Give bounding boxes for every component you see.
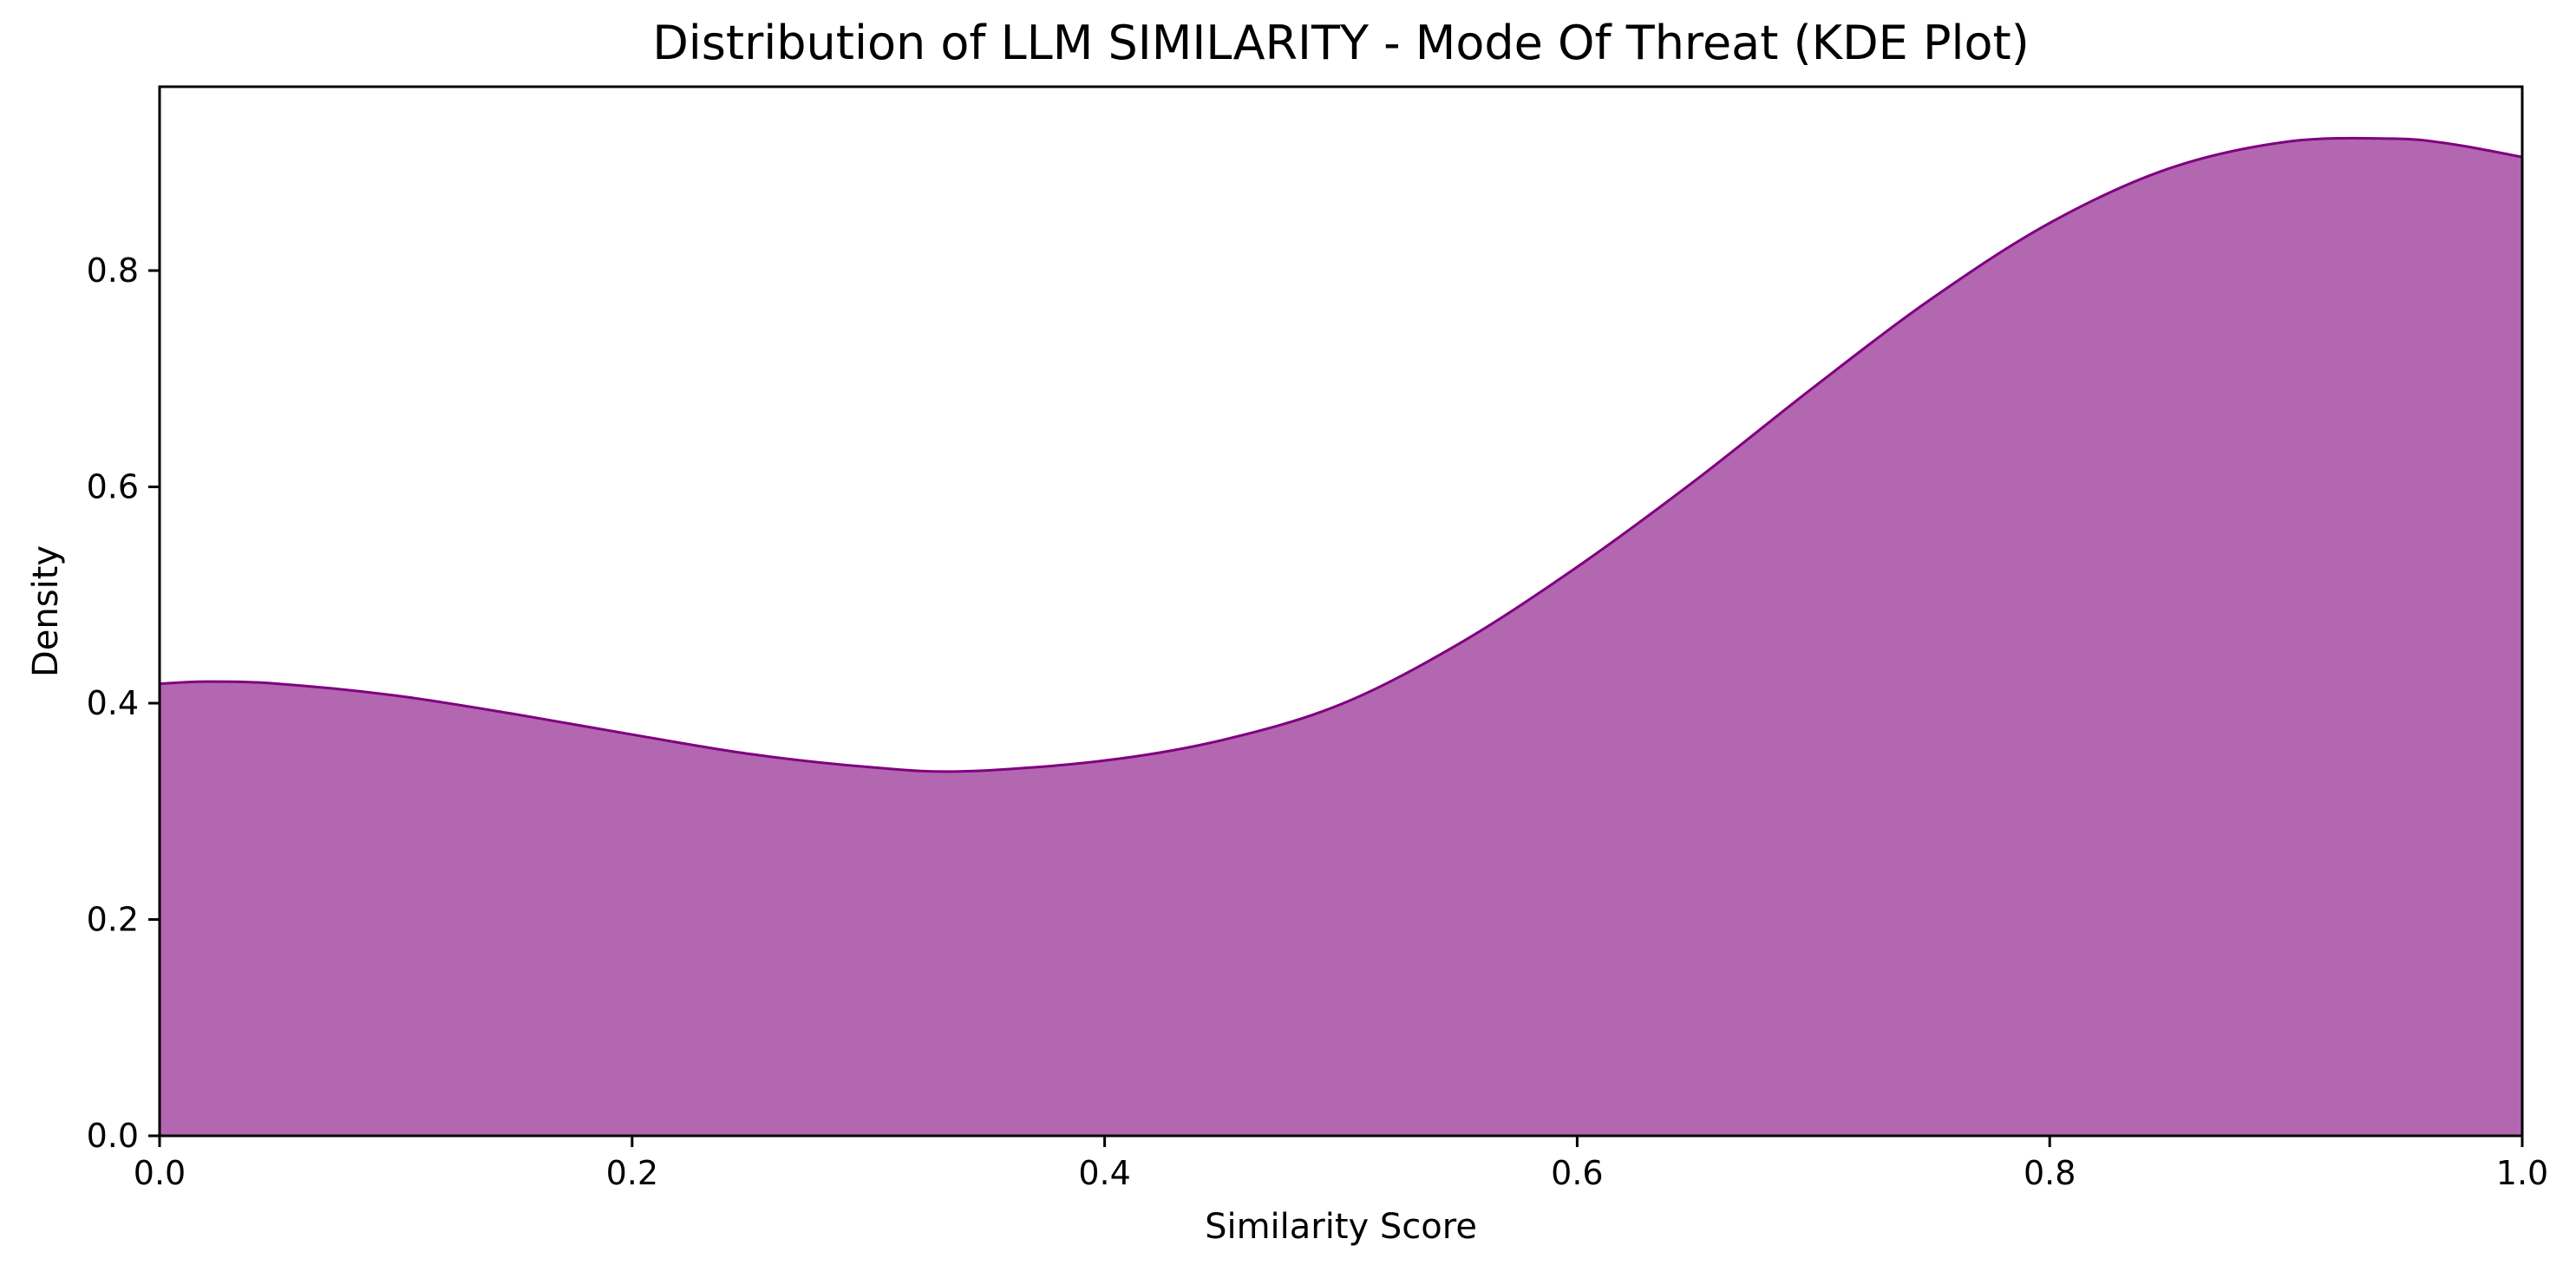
y-axis-label: Density: [26, 545, 66, 677]
x-tick-label: 0.2: [606, 1154, 658, 1192]
y-tick-label: 0.2: [87, 901, 139, 939]
chart-title: Distribution of LLM SIMILARITY - Mode Of…: [652, 16, 2030, 70]
x-tick-label: 0.6: [1551, 1154, 1603, 1192]
x-tick-label: 0.0: [134, 1154, 186, 1192]
x-axis-ticks: 0.0 0.2 0.4 0.6 0.8 1.0: [134, 1136, 2548, 1192]
x-axis-label: Similarity Score: [1205, 1207, 1477, 1247]
kde-area-fill: [160, 138, 2522, 1137]
y-tick-label: 0.4: [87, 684, 139, 722]
y-tick-label: 0.0: [87, 1117, 139, 1155]
kde-density-line: [159, 136, 2523, 773]
x-tick-label: 0.8: [2024, 1154, 2076, 1192]
y-tick-label: 0.8: [87, 251, 139, 290]
x-tick-label: 1.0: [2496, 1154, 2548, 1192]
x-tick-label: 0.4: [1078, 1154, 1130, 1192]
y-axis-ticks: 0.0 0.2 0.4 0.6 0.8: [87, 251, 160, 1155]
plot-frame: [158, 85, 2524, 1138]
kde-area-layer: [159, 136, 2523, 1137]
y-tick-label: 0.6: [87, 468, 139, 506]
